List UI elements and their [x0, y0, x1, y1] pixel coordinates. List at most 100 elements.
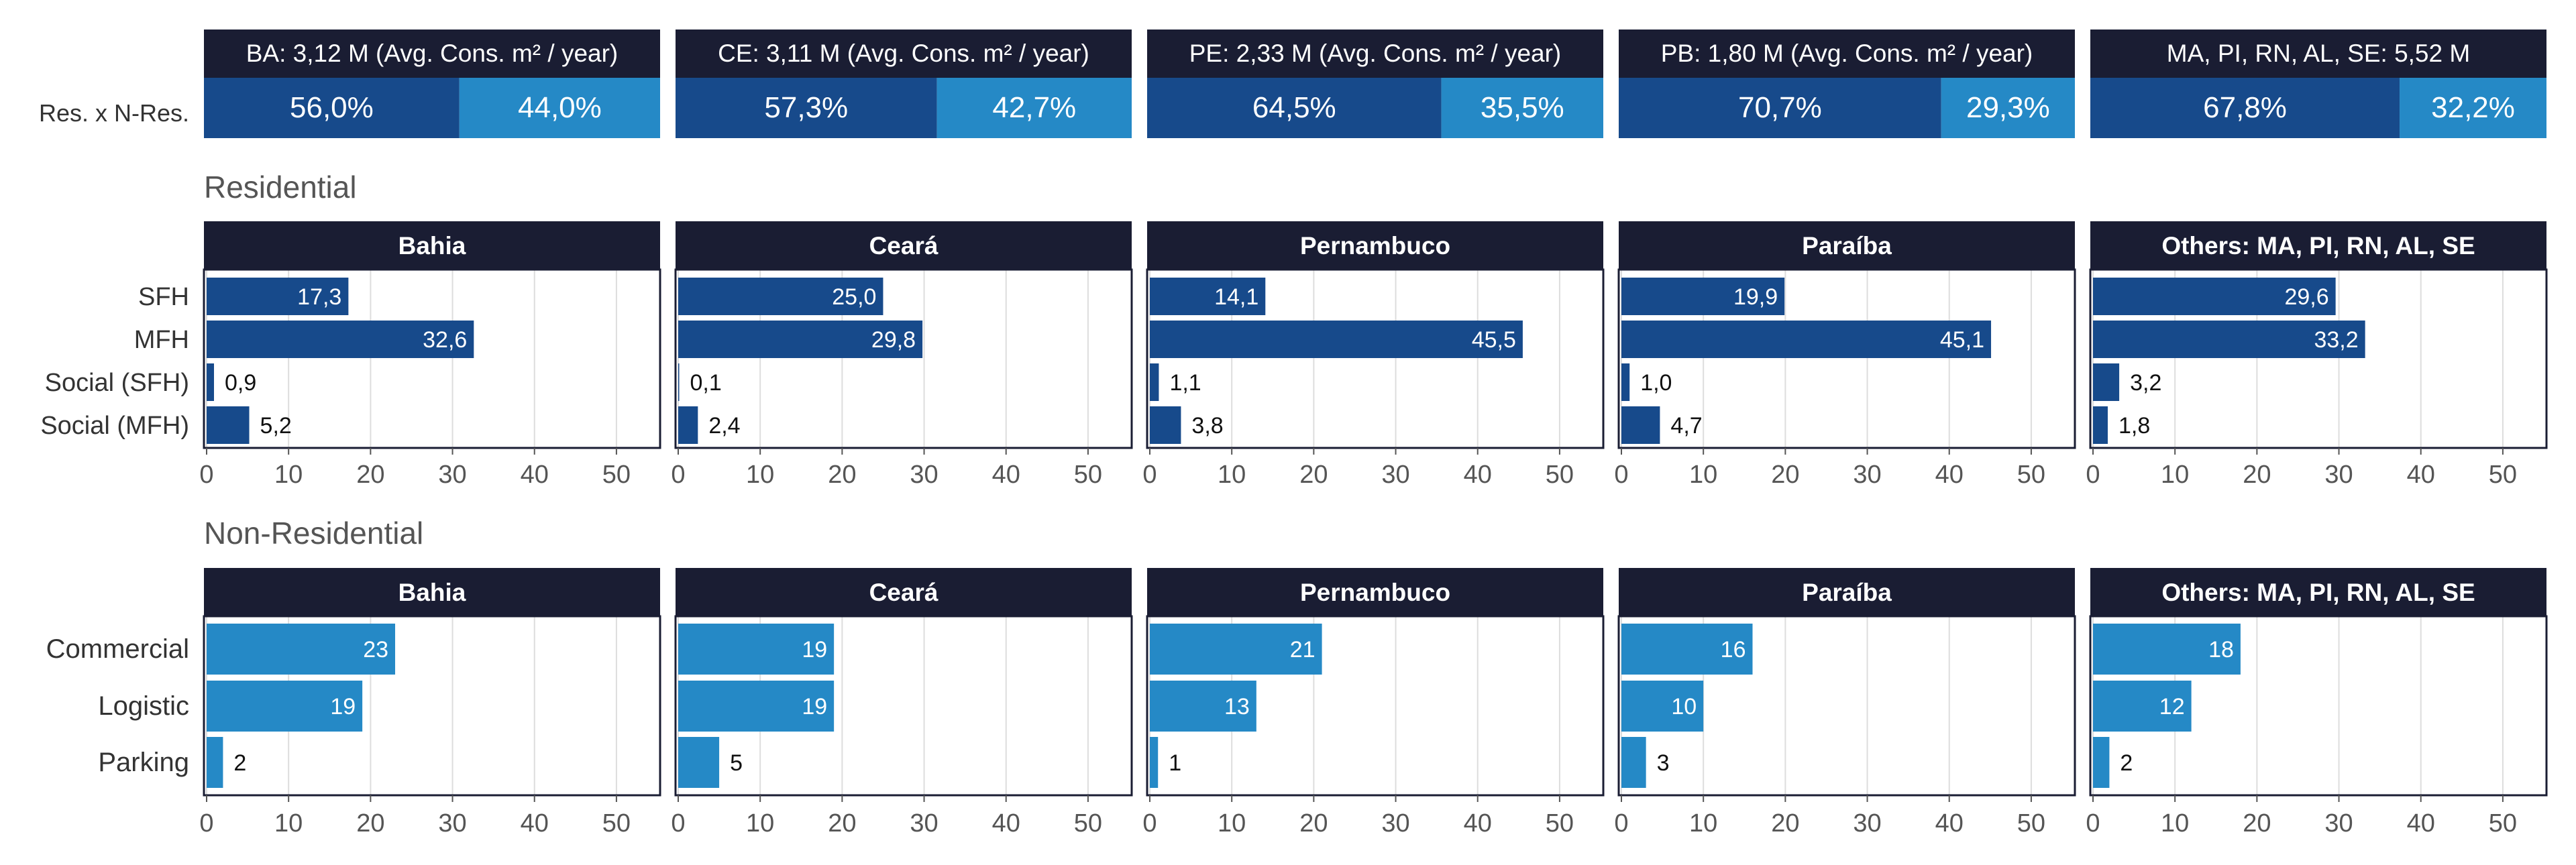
- x-tick-label: 10: [1689, 809, 1717, 838]
- bar-parking: [1150, 737, 1159, 788]
- data-label: 14,1: [1214, 284, 1258, 310]
- bar-sfh: [207, 278, 349, 315]
- facet-title: Others: MA, PI, RN, AL, SE: [2161, 232, 2475, 260]
- data-label: 4,7: [1670, 413, 1702, 439]
- state-header-text: PB: 1,80 M (Avg. Cons. m² / year): [1661, 40, 2033, 67]
- data-label: 0,1: [690, 370, 722, 396]
- data-label: 32,6: [423, 327, 467, 353]
- panel-frame: [203, 268, 661, 449]
- x-tick-label: 10: [746, 461, 774, 489]
- data-label: 29,8: [871, 327, 916, 353]
- bar-commercial: [678, 624, 835, 675]
- data-label: 12: [2159, 694, 2185, 719]
- bar-mfh: [1150, 321, 1523, 358]
- panel-frame: [1146, 268, 1605, 449]
- x-tick-label: 50: [2017, 461, 2045, 489]
- x-tick-label: 50: [1546, 809, 1574, 838]
- x-tick-label: 40: [2407, 809, 2435, 838]
- facet-title: Paraíba: [1802, 232, 1892, 260]
- residential-share-bar: [2090, 78, 2400, 138]
- x-tick-label: 30: [1381, 809, 1409, 838]
- data-label: 1: [1169, 750, 1181, 776]
- bar-social-mfh: [207, 406, 250, 444]
- x-tick-label: 10: [274, 461, 303, 489]
- x-tick-label: 0: [671, 461, 685, 489]
- x-tick-label: 40: [2407, 461, 2435, 489]
- x-tick-label: 10: [274, 809, 303, 838]
- x-tick-label: 30: [2324, 809, 2353, 838]
- category-label-mfh: MFH: [134, 326, 189, 354]
- bar-commercial: [1150, 624, 1322, 675]
- residential-share-bar: [1619, 78, 1941, 138]
- x-tick-label: 20: [2243, 809, 2271, 838]
- bar-social-sfh: [1150, 363, 1159, 401]
- facet-title: Paraíba: [1802, 579, 1892, 606]
- state-header-text: MA, PI, RN, AL, SE: 5,52 M: [2167, 40, 2470, 67]
- x-tick-label: 30: [1853, 809, 1881, 838]
- data-label: 5: [730, 750, 743, 776]
- x-tick-label: 30: [910, 809, 938, 838]
- bar-mfh: [1621, 321, 1992, 358]
- panel-frame: [674, 268, 1133, 449]
- bar-social-sfh: [1621, 363, 1630, 401]
- residential-share-label: 67,8%: [2203, 91, 2287, 124]
- facet-header-box: [1619, 221, 2075, 270]
- x-tick-label: 30: [1381, 461, 1409, 489]
- state-header-text: BA: 3,12 M (Avg. Cons. m² / year): [246, 40, 619, 67]
- bar-sfh: [1150, 278, 1266, 315]
- nonresidential-share-label: 35,5%: [1481, 91, 1564, 124]
- bar-parking: [1621, 737, 1646, 788]
- bar-social-mfh: [2093, 406, 2108, 444]
- bar-social-mfh: [678, 406, 698, 444]
- x-tick-label: 30: [910, 461, 938, 489]
- panel-frame: [2089, 268, 2548, 449]
- nonresidential-share-bar: [1941, 78, 2075, 138]
- bar-social-sfh: [2093, 363, 2120, 401]
- data-label: 1,8: [2118, 413, 2150, 439]
- bar-sfh: [678, 278, 883, 315]
- x-tick-label: 0: [1614, 461, 1628, 489]
- x-tick-label: 20: [1771, 809, 1799, 838]
- bar-commercial: [1621, 624, 1753, 675]
- category-label-social-mfh: Social (MFH): [40, 412, 189, 440]
- panel-frame: [2089, 615, 2548, 797]
- data-label: 33,2: [2314, 327, 2358, 353]
- category-label-commercial: Commercial: [46, 634, 189, 664]
- x-tick-label: 30: [2324, 461, 2353, 489]
- x-tick-label: 20: [356, 809, 384, 838]
- data-label: 19: [802, 637, 827, 662]
- bar-logistic: [2093, 681, 2192, 732]
- data-label: 1,0: [1640, 370, 1672, 396]
- category-label-sfh: SFH: [138, 283, 189, 311]
- nonresidential-share-bar: [1441, 78, 1603, 138]
- facet-header-box: [676, 221, 1132, 270]
- data-label: 29,6: [2284, 284, 2328, 310]
- x-tick-label: 0: [2086, 809, 2100, 838]
- x-tick-label: 50: [602, 809, 631, 838]
- residential-share-label: 70,7%: [1738, 91, 1822, 124]
- bar-social-sfh: [678, 363, 680, 401]
- residential-share-bar: [676, 78, 937, 138]
- panel-frame: [1617, 615, 2076, 797]
- bar-mfh: [207, 321, 474, 358]
- x-tick-label: 10: [2161, 809, 2189, 838]
- data-label: 10: [1671, 694, 1697, 719]
- x-tick-label: 30: [438, 809, 466, 838]
- data-label: 5,2: [260, 413, 292, 439]
- nonresidential-section-title: Non-Residential: [204, 516, 424, 551]
- x-tick-label: 40: [1464, 809, 1492, 838]
- data-label: 17,3: [297, 284, 341, 310]
- x-tick-label: 40: [1464, 461, 1492, 489]
- bar-sfh: [2093, 278, 2336, 315]
- state-header-text: CE: 3,11 M (Avg. Cons. m² / year): [718, 40, 1089, 67]
- facet-header-box: [2090, 568, 2546, 616]
- x-tick-label: 0: [671, 809, 685, 838]
- data-label: 0,9: [225, 370, 256, 396]
- panel-frame: [1146, 615, 1605, 797]
- facet-header-box: [204, 568, 660, 616]
- facet-title: Pernambuco: [1300, 579, 1450, 606]
- data-label: 13: [1224, 694, 1250, 719]
- data-label: 19: [802, 694, 827, 719]
- bar-commercial: [2093, 624, 2241, 675]
- residential-share-label: 64,5%: [1252, 91, 1336, 124]
